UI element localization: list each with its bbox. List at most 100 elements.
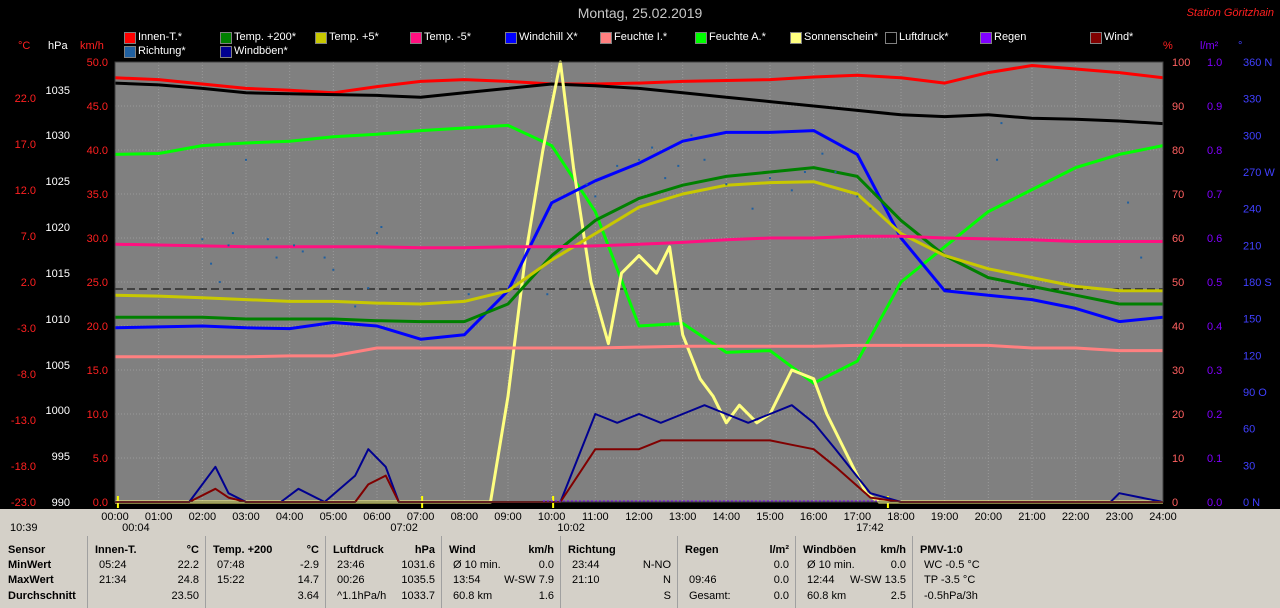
legend-swatch	[315, 32, 327, 44]
time-tick-label: 16:00	[800, 511, 828, 523]
stats-cell: Regen	[685, 544, 719, 556]
legend-label: Feuchte A.*	[709, 31, 766, 43]
direction-point	[201, 238, 204, 241]
direction-point	[1000, 122, 1003, 125]
hpa-tick-label: 990	[52, 497, 70, 509]
stats-cell: 12:44	[807, 574, 835, 586]
direction-point	[245, 158, 247, 161]
hpa-tick-label: 1025	[46, 176, 70, 188]
stats-cell: 0.0	[773, 559, 789, 571]
direction-point	[751, 207, 754, 210]
temp-tick-label: 2.0	[21, 277, 36, 289]
stats-cell: TP -3.5 °C	[924, 574, 976, 586]
legend-swatch	[505, 32, 517, 44]
stats-column-regen: Regen l/m² 0.0 09:46 0.0 Gesamt: 0.0	[677, 536, 796, 608]
direction-point	[996, 158, 999, 161]
stats-cell: °C	[186, 544, 199, 556]
marker-now-label: 10:39	[10, 522, 38, 534]
time-tick-label: 13:00	[669, 511, 697, 523]
legend-label: Sonnenschein*	[804, 31, 879, 43]
direction-point	[380, 226, 383, 228]
stats-cell: 0.0	[890, 559, 906, 571]
pct-tick-label: 90	[1172, 101, 1184, 113]
stats-cell: 23:46	[337, 559, 365, 571]
dir-tick-label: 90 O	[1243, 387, 1267, 399]
direction-point	[367, 287, 370, 290]
time-tick-label: 00:00	[101, 511, 129, 523]
kmh-tick-label: 50.0	[87, 57, 108, 69]
rain-tick-label: 0.4	[1207, 321, 1222, 333]
pct-tick-label: 10	[1172, 453, 1184, 465]
stats-cell: l/m²	[769, 544, 789, 556]
series-line-windchill-x-	[114, 129, 1164, 341]
legend-swatch	[410, 32, 422, 44]
stats-cell: 13:54	[453, 574, 481, 586]
hpa-unit-label: hPa	[48, 40, 68, 52]
time-tick-label: 11:00	[582, 511, 609, 523]
temp-tick-label: 17.0	[15, 139, 36, 151]
plot-border	[114, 61, 1164, 503]
legend-label: Wind*	[1104, 31, 1134, 43]
direction-point	[210, 262, 213, 265]
time-tick-label: 08:00	[451, 511, 479, 523]
stats-column-luftdruck: Luftdruck hPa 23:46 1031.6 00:26 1035.5 ^1.1hP…	[325, 536, 442, 608]
stats-cell: 0.0	[773, 590, 789, 602]
dir-tick-label: 150	[1243, 314, 1261, 326]
stats-cell: 60.8 km	[453, 590, 493, 602]
time-tick-label: 04:00	[276, 511, 304, 523]
series-line-sonnenschein-	[115, 60, 1163, 504]
stats-cell: 1.6	[538, 590, 554, 602]
direction-point	[332, 268, 335, 271]
series-line-temp-200-	[115, 166, 1163, 324]
rain-tick-label: 0.6	[1207, 233, 1222, 245]
kmh-tick-label: 10.0	[87, 409, 108, 421]
stats-cell: 1035.5	[401, 574, 435, 586]
stats-column-temp200: Temp. +200 °C 07:48 -2.9 15:22 14.7 3.64	[205, 536, 326, 608]
stats-cell: 21:10	[572, 574, 600, 586]
pct-tick-label: 50	[1172, 277, 1184, 289]
time-tick-label: 06:00	[363, 511, 391, 523]
legend-swatch	[124, 32, 136, 44]
direction-point	[856, 195, 859, 198]
hpa-tick-label: 1000	[46, 405, 70, 417]
stats-cell: Ø 10 min.	[807, 559, 855, 571]
marker-moonset-label: 10:02	[557, 522, 585, 534]
legend-label: Temp. +200*	[234, 31, 297, 43]
direction-point	[467, 293, 470, 296]
time-axis-band	[0, 509, 1280, 536]
direction-point	[790, 189, 793, 192]
series-line-luftdruck-	[114, 81, 1164, 126]
temp-unit-label: °C	[18, 40, 31, 52]
legend-swatch	[220, 46, 232, 58]
direction-point	[546, 293, 549, 296]
temp-tick-label: 12.0	[15, 185, 36, 197]
dir-tick-label: 210	[1243, 240, 1261, 252]
legend-label: Feuchte I.*	[614, 31, 668, 43]
direction-point	[354, 305, 357, 308]
direction-point	[301, 250, 304, 253]
stats-cell: 24.8	[177, 574, 199, 586]
legend-swatch	[124, 46, 136, 58]
legend-swatch	[1090, 32, 1102, 44]
dir-tick-label: 270 W	[1243, 167, 1275, 179]
dir-tick-label: 30	[1243, 460, 1255, 472]
stats-cell: 22.2	[177, 559, 199, 571]
temp-tick-label: -3.0	[17, 323, 36, 335]
stats-cell: km/h	[528, 544, 554, 556]
time-tick-label: 23:00	[1106, 511, 1134, 523]
direction-point	[677, 164, 680, 167]
legend-label: Innen-T.*	[138, 31, 183, 43]
direction-point	[869, 207, 872, 210]
stats-column-richtung: Richtung 23:44 N-NO 21:10 N S	[560, 536, 678, 608]
stats-cell: Ø 10 min.	[453, 559, 501, 571]
hpa-tick-label: 1035	[46, 85, 70, 97]
direction-point	[638, 158, 640, 161]
legend-swatch	[980, 32, 992, 44]
direction-point	[616, 164, 619, 167]
pct-tick-label: 70	[1172, 189, 1184, 201]
stats-cell: Temp. +200	[213, 544, 273, 556]
time-tick-label: 18:00	[887, 511, 915, 523]
stats-cell: 14.7	[297, 574, 319, 586]
stats-cell: 2.5	[890, 590, 906, 602]
stats-column-innen: Innen-T. °C 05:24 22.2 21:34 24.8 23.50	[87, 536, 206, 608]
